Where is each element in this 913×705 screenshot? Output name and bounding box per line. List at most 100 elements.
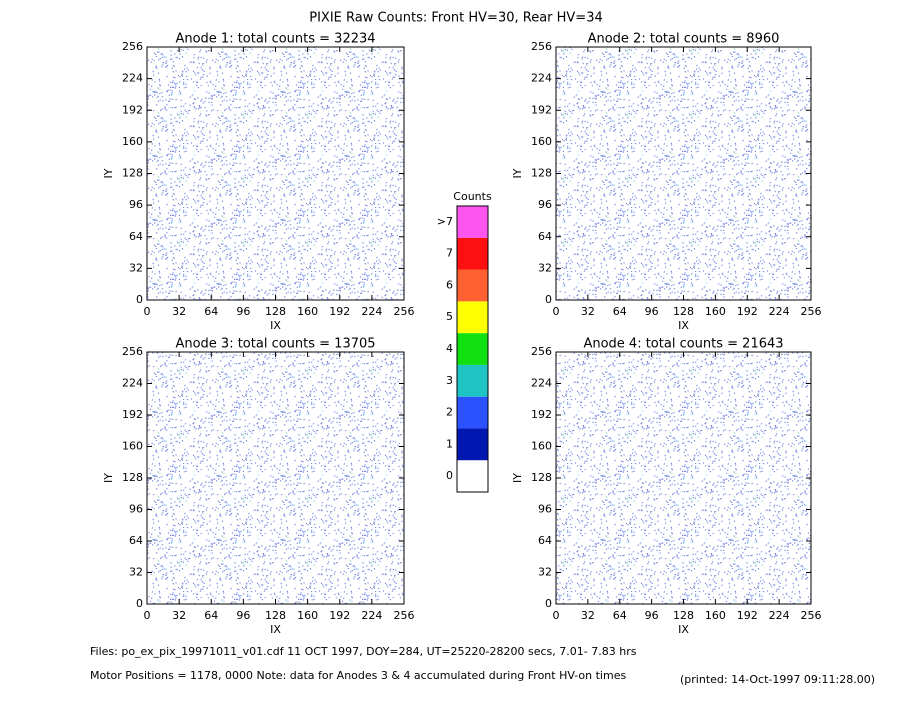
heatmap-area (556, 47, 811, 300)
colorbar-label: 0 (446, 469, 453, 482)
colorbar-cell (457, 237, 488, 270)
colorbar-cell (457, 460, 488, 492)
y-tick-label: 64 (538, 230, 552, 243)
y-tick-label: 224 (122, 72, 143, 85)
y-tick-label: 0 (545, 293, 552, 306)
x-tick-label: 256 (801, 305, 822, 318)
x-tick-label: 224 (769, 305, 790, 318)
colorbar-label: 6 (446, 278, 453, 291)
colorbar-label: 7 (446, 247, 453, 260)
colorbar-cell (457, 333, 488, 365)
x-tick-label: 96 (236, 609, 250, 622)
panel-title: Anode 2: total counts = 8960 (588, 32, 780, 47)
y-tick-label: 128 (531, 471, 552, 484)
y-tick-label: 64 (129, 534, 143, 547)
panel-title: Anode 4: total counts = 21643 (583, 337, 783, 352)
y-axis-label: IY (511, 473, 524, 483)
y-tick-label: 160 (122, 135, 143, 148)
footer-files: Files: po_ex_pix_19971011_v01.cdf 11 OCT… (90, 645, 637, 658)
y-tick-label: 32 (129, 261, 143, 274)
x-tick-label: 224 (769, 609, 790, 622)
x-tick-label: 96 (236, 305, 250, 318)
heatmap-area (556, 352, 811, 604)
colorbar-frame (456, 205, 489, 493)
x-tick-label: 192 (329, 305, 350, 318)
x-tick-label: 224 (361, 305, 382, 318)
x-tick-label: 160 (297, 609, 318, 622)
y-tick-label: 0 (136, 293, 143, 306)
x-tick-label: 0 (553, 305, 560, 318)
x-axis-label: IX (678, 319, 689, 332)
y-tick-label: 224 (122, 377, 143, 390)
x-tick-label: 96 (645, 305, 659, 318)
x-tick-label: 224 (361, 609, 382, 622)
colorbar-cell (457, 269, 488, 302)
x-tick-label: 160 (705, 609, 726, 622)
y-tick-label: 32 (538, 566, 552, 579)
x-tick-label: 32 (581, 305, 595, 318)
footer-note: Motor Positions = 1178, 0000 Note: data … (90, 669, 626, 682)
heatmap-area (147, 352, 404, 604)
x-tick-label: 32 (581, 609, 595, 622)
y-tick-label: 0 (545, 597, 552, 610)
x-axis-label: IX (678, 623, 689, 636)
y-tick-label: 160 (122, 440, 143, 453)
y-tick-label: 224 (531, 72, 552, 85)
y-tick-label: 32 (129, 566, 143, 579)
y-tick-label: 128 (531, 167, 552, 180)
panel-title: Anode 3: total counts = 13705 (175, 337, 375, 352)
y-tick-label: 192 (122, 408, 143, 421)
panel-title: Anode 1: total counts = 32234 (175, 32, 375, 47)
x-tick-label: 32 (172, 305, 186, 318)
x-axis-label: IX (270, 623, 281, 636)
y-axis-label: IY (102, 168, 115, 178)
y-tick-label: 96 (129, 503, 143, 516)
x-tick-label: 64 (204, 305, 218, 318)
x-tick-label: 128 (673, 305, 694, 318)
figure-title: PIXIE Raw Counts: Front HV=30, Rear HV=3… (309, 11, 603, 26)
colorbar-label: 2 (446, 406, 453, 419)
y-tick-label: 256 (531, 345, 552, 358)
x-tick-label: 32 (172, 609, 186, 622)
y-tick-label: 128 (122, 167, 143, 180)
colorbar-label: 4 (446, 342, 453, 355)
y-tick-label: 32 (538, 261, 552, 274)
x-tick-label: 160 (297, 305, 318, 318)
y-tick-label: 192 (531, 408, 552, 421)
colorbar-label: >7 (437, 215, 453, 228)
y-tick-label: 96 (129, 198, 143, 211)
y-tick-label: 64 (538, 534, 552, 547)
x-tick-label: 256 (394, 305, 415, 318)
y-tick-label: 96 (538, 503, 552, 516)
y-axis-label: IY (511, 168, 524, 178)
x-tick-label: 0 (144, 305, 151, 318)
x-tick-label: 64 (613, 305, 627, 318)
x-tick-label: 192 (329, 609, 350, 622)
x-tick-label: 128 (265, 305, 286, 318)
y-tick-label: 64 (129, 230, 143, 243)
x-tick-label: 64 (204, 609, 218, 622)
colorbar-label: 1 (446, 437, 453, 450)
x-tick-label: 192 (737, 305, 758, 318)
x-tick-label: 64 (613, 609, 627, 622)
x-tick-label: 0 (144, 609, 151, 622)
heatmap-area (147, 47, 404, 300)
colorbar-label: 5 (446, 310, 453, 323)
colorbar-cell (457, 364, 488, 397)
x-tick-label: 256 (394, 609, 415, 622)
y-tick-label: 256 (122, 345, 143, 358)
x-tick-label: 96 (645, 609, 659, 622)
colorbar-cell (457, 301, 488, 334)
colorbar-label: 3 (446, 374, 453, 387)
y-tick-label: 160 (531, 135, 552, 148)
colorbar-cell (457, 206, 488, 238)
y-tick-label: 96 (538, 198, 552, 211)
y-axis-label: IY (102, 473, 115, 483)
x-axis-label: IX (270, 319, 281, 332)
y-tick-label: 128 (122, 471, 143, 484)
y-tick-label: 160 (531, 440, 552, 453)
x-tick-label: 192 (737, 609, 758, 622)
x-tick-label: 0 (553, 609, 560, 622)
y-tick-label: 256 (531, 40, 552, 53)
